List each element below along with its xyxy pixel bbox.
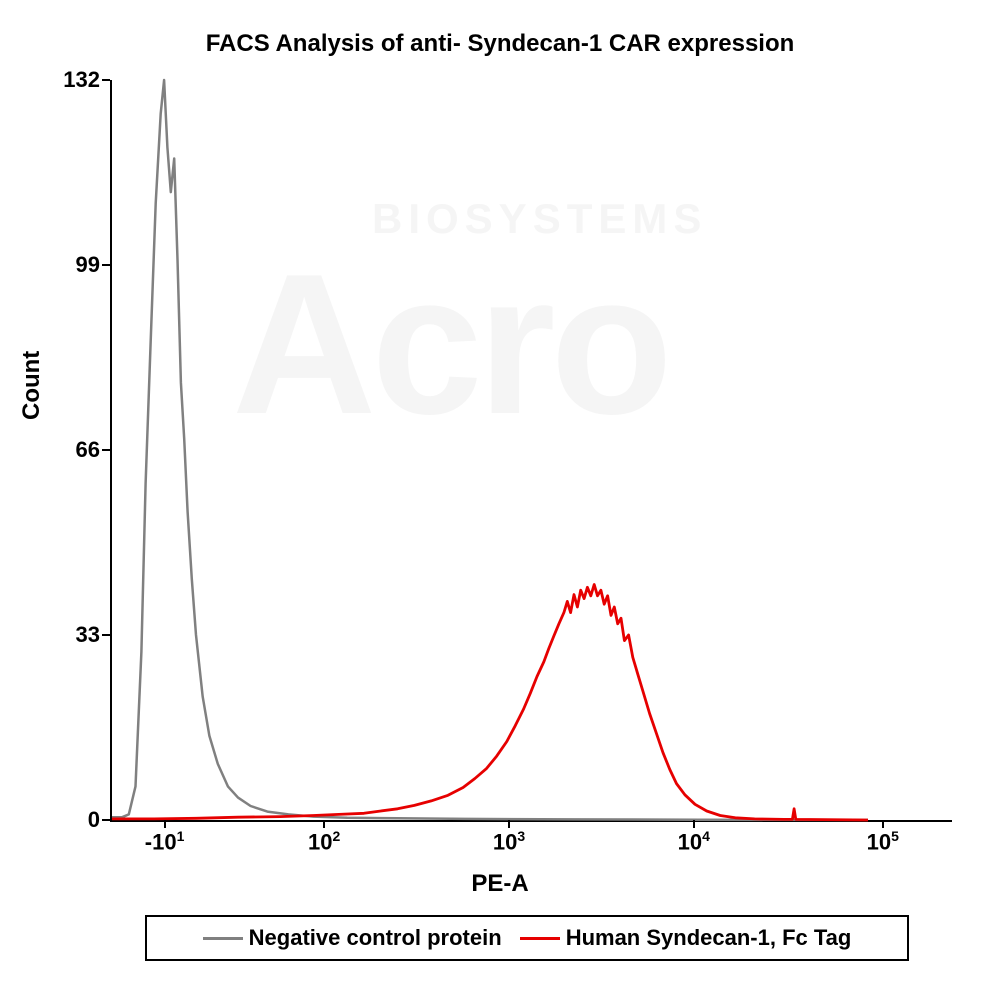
legend-item-syndecan: Human Syndecan-1, Fc Tag <box>520 925 852 951</box>
legend-item-negative-control: Negative control protein <box>203 925 502 951</box>
series-syndecan-1 <box>112 585 868 821</box>
x-axis-label: PE-A <box>0 870 1000 898</box>
x-tick-mark <box>508 820 510 828</box>
x-tick-mark <box>693 820 695 828</box>
y-axis-label: Count <box>18 351 46 420</box>
legend-swatch <box>203 937 243 940</box>
x-tick-mark <box>882 820 884 828</box>
y-tick-label: 66 <box>40 437 100 463</box>
y-tick-label: 33 <box>40 622 100 648</box>
plot-area: BIOSYSTEMS Acro <box>110 80 952 822</box>
x-tick-label: 104 <box>678 828 710 855</box>
y-tick-mark <box>102 634 110 636</box>
x-tick-label: 103 <box>493 828 525 855</box>
x-tick-label: 102 <box>308 828 340 855</box>
series-negative-control <box>112 80 868 820</box>
histogram-curves <box>112 80 952 820</box>
x-tick-label: 105 <box>867 828 899 855</box>
y-tick-label: 132 <box>40 67 100 93</box>
y-tick-mark <box>102 79 110 81</box>
x-tick-mark <box>323 820 325 828</box>
legend-swatch <box>520 937 560 940</box>
chart-title: FACS Analysis of anti- Syndecan-1 CAR ex… <box>0 30 1000 58</box>
y-tick-label: 0 <box>40 807 100 833</box>
x-tick-label: -101 <box>145 828 185 855</box>
legend: Negative control protein Human Syndecan-… <box>145 915 909 961</box>
y-tick-mark <box>102 449 110 451</box>
figure-container: FACS Analysis of anti- Syndecan-1 CAR ex… <box>0 0 1000 1000</box>
legend-label: Human Syndecan-1, Fc Tag <box>566 925 852 951</box>
y-tick-mark <box>102 264 110 266</box>
y-tick-mark <box>102 819 110 821</box>
legend-label: Negative control protein <box>249 925 502 951</box>
y-tick-label: 99 <box>40 252 100 278</box>
x-tick-mark <box>164 820 166 828</box>
